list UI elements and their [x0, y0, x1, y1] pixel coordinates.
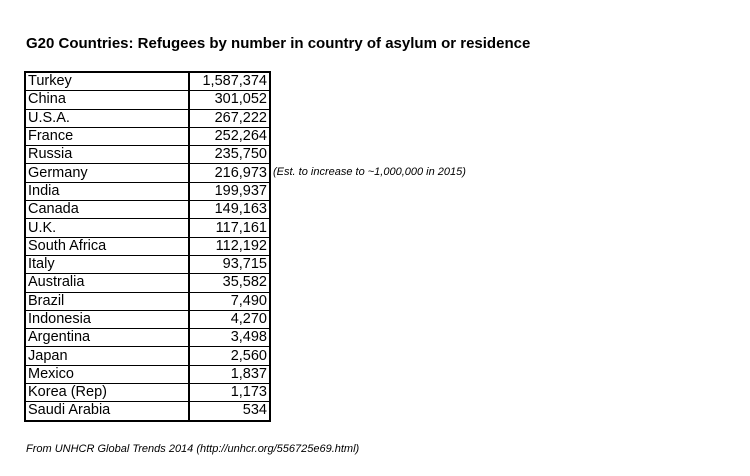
- table-row: China 301,052: [24, 90, 271, 110]
- refugees-cell: 216,973: [188, 163, 271, 183]
- country-cell: U.K.: [24, 218, 190, 238]
- refugees-cell: 4,270: [188, 309, 271, 330]
- refugees-cell: 7,490: [188, 291, 271, 311]
- country-cell: France: [24, 126, 190, 147]
- refugees-cell: 534: [188, 401, 271, 422]
- refugees-cell: 267,222: [188, 108, 271, 128]
- country-cell: Japan: [24, 346, 190, 366]
- table-row: U.S.A. 267,222: [24, 108, 271, 128]
- refugees-cell: 1,837: [188, 364, 271, 385]
- table-row: Argentina 3,498: [24, 328, 271, 348]
- country-cell: Canada: [24, 200, 190, 220]
- table-row: Indonesia 4,270: [24, 309, 271, 330]
- refugees-cell: 235,750: [188, 145, 271, 165]
- country-cell: Australia: [24, 273, 190, 293]
- refugees-cell: 112,192: [188, 236, 271, 256]
- country-cell: Korea (Rep): [24, 383, 190, 403]
- table-row: Korea (Rep) 1,173: [24, 383, 271, 403]
- country-cell: Turkey: [24, 71, 190, 92]
- country-cell: U.S.A.: [24, 108, 190, 128]
- country-cell: China: [24, 90, 190, 110]
- table-row: Italy 93,715: [24, 254, 271, 275]
- refugees-cell: 199,937: [188, 181, 271, 202]
- country-cell: Saudi Arabia: [24, 401, 190, 422]
- country-cell: South Africa: [24, 236, 190, 256]
- refugees-cell: 301,052: [188, 90, 271, 110]
- refugees-cell: 1,587,374: [188, 71, 271, 92]
- table-row: Russia 235,750: [24, 145, 271, 165]
- refugees-cell: 3,498: [188, 328, 271, 348]
- table-row: Canada 149,163: [24, 200, 271, 220]
- country-cell: Russia: [24, 145, 190, 165]
- refugees-cell: 117,161: [188, 218, 271, 238]
- refugees-cell: 149,163: [188, 200, 271, 220]
- refugees-cell: 1,173: [188, 383, 271, 403]
- table-row: Turkey 1,587,374: [24, 71, 271, 92]
- refugee-table: Turkey 1,587,374 China 301,052 U.S.A. 267,222…: [24, 71, 271, 422]
- country-cell: Mexico: [24, 364, 190, 385]
- country-cell: India: [24, 181, 190, 202]
- refugees-cell: 252,264: [188, 126, 271, 147]
- refugees-cell: 2,560: [188, 346, 271, 366]
- country-cell: Italy: [24, 254, 190, 275]
- table-row: Germany 216,973: [24, 163, 271, 183]
- refugees-cell: 93,715: [188, 254, 271, 275]
- table-row: South Africa 112,192: [24, 236, 271, 256]
- country-cell: Brazil: [24, 291, 190, 311]
- table-row: U.K. 117,161: [24, 218, 271, 238]
- table-row: Mexico 1,837: [24, 364, 271, 385]
- annotation: (Est. to increase to ~1,000,000 in 2015): [273, 166, 466, 178]
- table-row: Saudi Arabia 534: [24, 401, 271, 422]
- table-row: France 252,264: [24, 126, 271, 147]
- table-row: Brazil 7,490: [24, 291, 271, 311]
- refugees-cell: 35,582: [188, 273, 271, 293]
- country-cell: Germany: [24, 163, 190, 183]
- table-row: Australia 35,582: [24, 273, 271, 293]
- source-note: From UNHCR Global Trends 2014 (http://un…: [26, 443, 360, 455]
- table-row: India 199,937: [24, 181, 271, 202]
- country-cell: Argentina: [24, 328, 190, 348]
- country-cell: Indonesia: [24, 309, 190, 330]
- title: G20 Countries: Refugees by number in cou…: [26, 35, 531, 52]
- table-row: Japan 2,560: [24, 346, 271, 366]
